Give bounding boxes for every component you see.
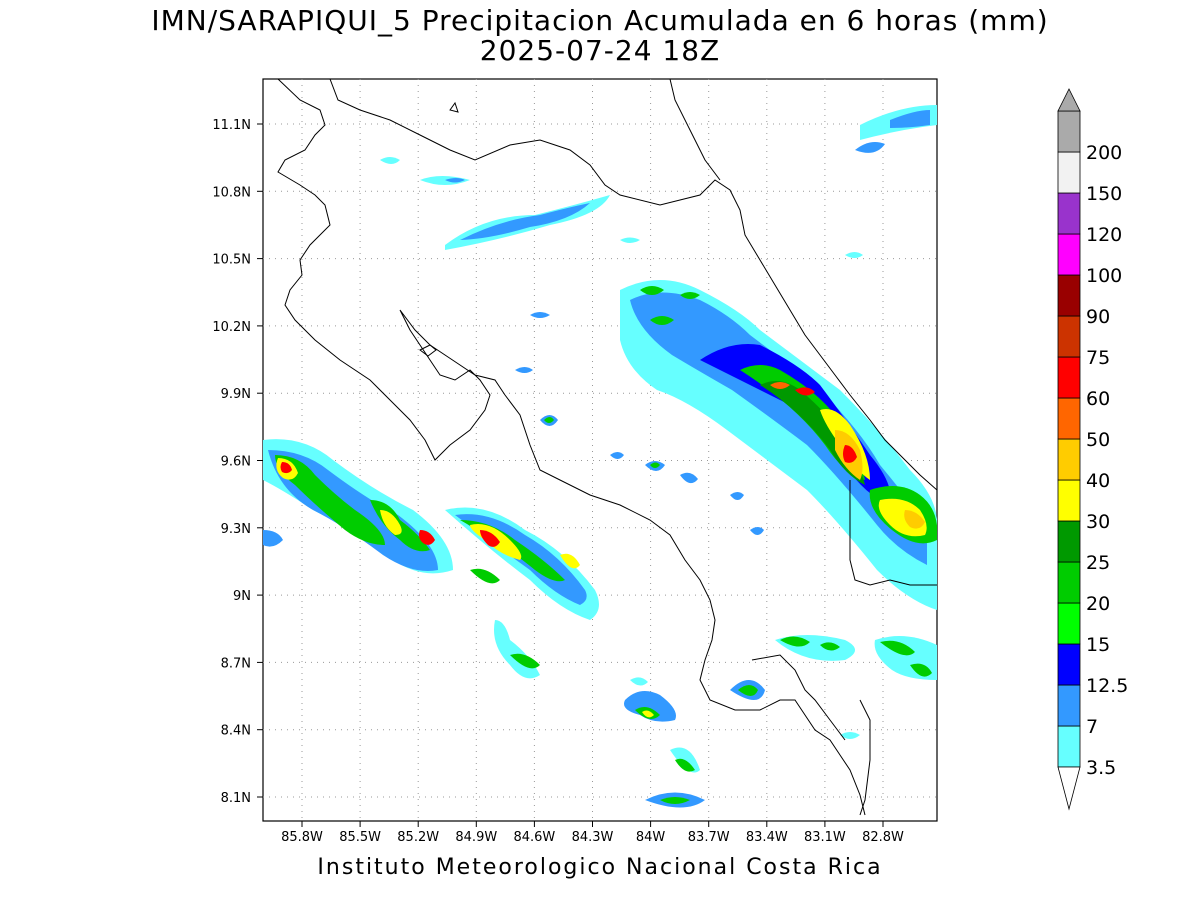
colorbar-label: 150 — [1086, 183, 1122, 205]
colorbar-segment — [1057, 643, 1081, 686]
colorbar-label: 90 — [1086, 306, 1110, 328]
precipitation-fields — [263, 105, 937, 808]
colorbar-label: 40 — [1086, 470, 1110, 492]
colorbar-segment — [1057, 274, 1081, 317]
colorbar-segment — [1057, 233, 1081, 276]
lon-tick-label: 83.4W — [746, 830, 788, 845]
lon-tick-label: 84.3W — [572, 830, 614, 845]
lat-tick-label: 10.5N — [212, 253, 251, 268]
colorbar-label: 15 — [1086, 634, 1110, 656]
chart-subtitle: 2025-07-24 18Z — [479, 34, 721, 67]
colorbar-segment — [1057, 315, 1081, 358]
colorbar-segment — [1057, 602, 1081, 645]
colorbar-label: 60 — [1086, 388, 1110, 410]
lon-tick-label: 85.2W — [397, 830, 439, 845]
colorbar-label: 75 — [1086, 347, 1110, 369]
colorbar-label: 7 — [1086, 716, 1098, 738]
colorbar-label: 25 — [1086, 552, 1110, 574]
colorbar-label: 12.5 — [1086, 675, 1128, 697]
colorbar-label: 120 — [1086, 224, 1122, 246]
colorbar-segment — [1057, 356, 1081, 399]
lon-tick-label: 84W — [636, 830, 666, 845]
colorbar-segment — [1057, 561, 1081, 604]
colorbar-segment — [1057, 151, 1081, 194]
colorbar-segment — [1057, 684, 1081, 727]
lat-tick-label: 8.1N — [221, 791, 251, 806]
lat-tick-label: 9N — [233, 589, 251, 604]
colorbar-label: 100 — [1086, 265, 1122, 287]
axis-labels: 85.8W 85.5W 85.2W 84.9W 84.6W 84.3W 84W 83.7W 83… — [212, 118, 904, 845]
colorbar-segment — [1057, 397, 1081, 440]
lon-tick-label: 83.1W — [804, 830, 846, 845]
coastlines — [277, 79, 937, 816]
colorbar-label: 30 — [1086, 511, 1110, 533]
lat-tick-label: 9.6N — [221, 455, 251, 470]
lon-tick-label: 83.7W — [688, 830, 730, 845]
lat-tick-label: 9.3N — [221, 522, 251, 537]
colorbar-label: 20 — [1086, 593, 1110, 615]
colorbar-label: 3.5 — [1086, 757, 1116, 779]
footer-credit: Instituto Meteorologico Nacional Costa R… — [317, 855, 883, 880]
lat-tick-label: 8.4N — [221, 724, 251, 739]
colorbar-segment — [1057, 110, 1081, 153]
lon-tick-label: 84.9W — [455, 830, 497, 845]
lat-tick-label: 11.1N — [212, 118, 251, 133]
lon-tick-label: 85.8W — [281, 830, 323, 845]
lon-tick-label: 82.8W — [862, 830, 904, 845]
colorbar-segment — [1057, 725, 1081, 768]
lat-tick-label: 8.7N — [221, 656, 251, 671]
colorbar-max-arrow — [1057, 88, 1081, 112]
colorbar-min-arrow — [1057, 766, 1081, 811]
lat-tick-label: 9.9N — [221, 387, 251, 402]
colorbar-segment — [1057, 479, 1081, 522]
chart-title: IMN/SARAPIQUI_5 Precipitacion Acumulada … — [151, 4, 1049, 37]
colorbar-label: 200 — [1086, 142, 1122, 164]
colorbar-label: 50 — [1086, 429, 1110, 451]
lat-tick-label: 10.8N — [212, 185, 251, 200]
lat-tick-label: 10.2N — [212, 320, 251, 335]
colorbar: 3.5 7 12.5 15 20 25 30 40 50 60 75 90 100 120 150 200 — [1057, 88, 1128, 811]
colorbar-segment — [1057, 192, 1081, 235]
lon-tick-label: 85.5W — [339, 830, 381, 845]
colorbar-segment — [1057, 438, 1081, 481]
colorbar-segment — [1057, 520, 1081, 563]
lon-tick-label: 84.6W — [513, 830, 555, 845]
